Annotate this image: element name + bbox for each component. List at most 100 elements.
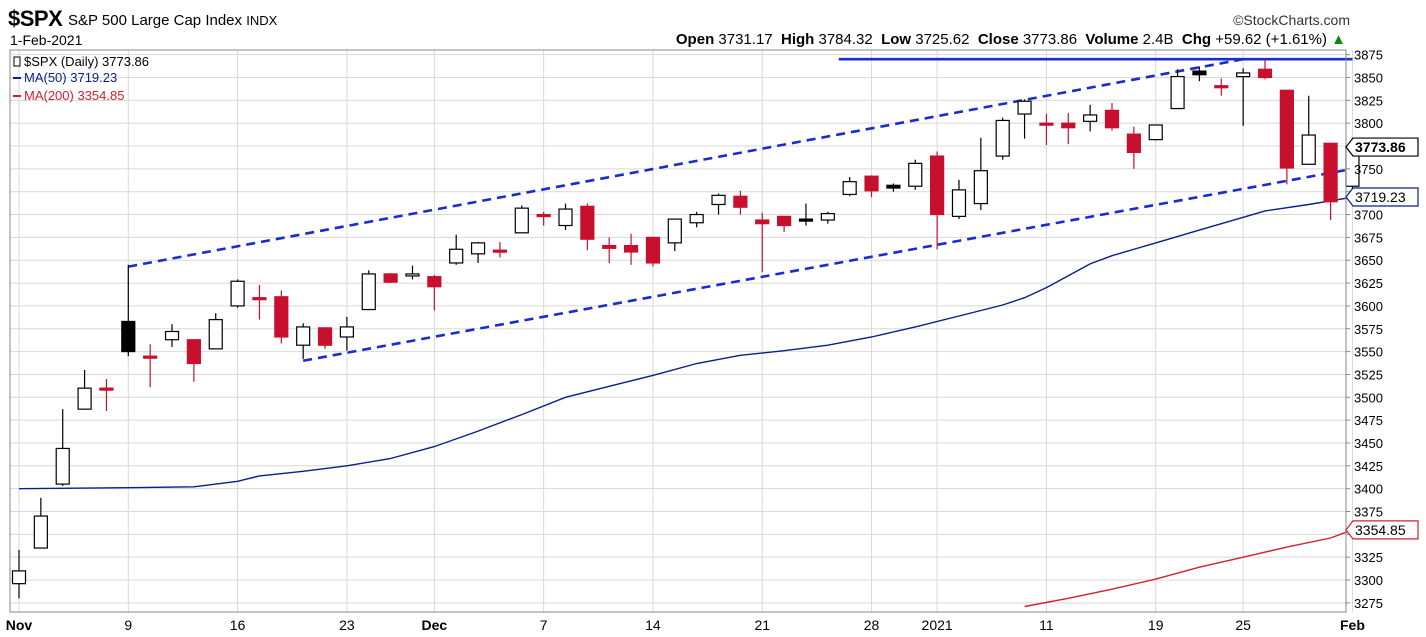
x-tick-label: 14 (645, 617, 661, 633)
candle-body (865, 176, 878, 191)
candle-body (450, 249, 463, 263)
candle (974, 138, 987, 210)
candle (712, 194, 725, 215)
candle (56, 409, 69, 486)
candle (362, 270, 375, 309)
candle-body (34, 516, 47, 548)
candle (450, 235, 463, 265)
x-tick-label: Feb (1340, 617, 1365, 633)
candle-body (472, 243, 485, 254)
candle-body (996, 120, 1009, 156)
candle (1259, 58, 1272, 79)
candle-body (1215, 86, 1228, 88)
candle-body (712, 195, 725, 204)
candle-body (362, 274, 375, 310)
candle (515, 205, 528, 232)
candle-body (231, 281, 244, 306)
candle-body (559, 209, 572, 225)
price-labels: 3773.863719.233354.85 (1346, 138, 1418, 539)
y-tick-label: 3700 (1354, 208, 1383, 223)
x-tick-label: Nov (6, 617, 33, 633)
candle (1280, 90, 1293, 184)
candle (1040, 114, 1053, 145)
x-tick-label: 11 (1039, 617, 1054, 633)
candle (952, 180, 965, 219)
y-tick-label: 3675 (1354, 230, 1383, 245)
candle-body (1062, 123, 1075, 128)
candle-body (1106, 110, 1119, 127)
candle (581, 204, 594, 251)
legend-main-swatch (14, 57, 20, 66)
candle (603, 237, 616, 263)
candle (319, 328, 332, 349)
candle (1324, 143, 1337, 220)
candle-body (668, 219, 681, 243)
candle (909, 160, 922, 190)
candle-body (209, 320, 222, 349)
candle-body (625, 246, 638, 252)
candle (144, 344, 157, 387)
legend-ma200: MA(200) 3354.85 (24, 88, 124, 103)
y-tick-label: 3750 (1354, 162, 1383, 177)
y-tick-label: 3325 (1354, 550, 1383, 565)
candle (690, 212, 703, 228)
y-tick-label: 3375 (1354, 504, 1383, 519)
candle (821, 212, 834, 224)
candle-body (406, 274, 419, 276)
candle (1171, 69, 1184, 108)
candle (559, 204, 572, 230)
x-tick-label: 28 (864, 617, 880, 633)
y-tick-label: 3575 (1354, 322, 1383, 337)
candle-body (887, 185, 900, 188)
candle (1149, 125, 1162, 141)
candle (384, 273, 397, 283)
candle-body (275, 297, 288, 337)
candle-body (78, 388, 91, 409)
price-tag-label: 3719.23 (1355, 189, 1406, 205)
candle-body (384, 274, 397, 282)
candle (668, 219, 681, 251)
candle (297, 323, 310, 359)
ma200-line (1025, 530, 1353, 607)
candle (1215, 78, 1228, 95)
x-tick-label: 19 (1148, 617, 1164, 633)
candle (865, 175, 878, 197)
candle-body (319, 328, 332, 345)
x-tick-label: 23 (339, 617, 355, 633)
candle (1084, 105, 1097, 131)
candle-body (799, 219, 812, 221)
candle-body (756, 220, 769, 224)
candle-body (340, 327, 353, 337)
y-tick-label: 3400 (1354, 482, 1383, 497)
candle-body (843, 182, 856, 195)
candle (996, 118, 1009, 160)
candle-body (1018, 101, 1031, 114)
y-tick-label: 3850 (1354, 70, 1383, 85)
y-tick-label: 3875 (1354, 48, 1383, 63)
candle (340, 317, 353, 351)
candle-body (1149, 125, 1162, 140)
candle-body (952, 190, 965, 216)
candle-body (253, 298, 266, 300)
y-tick-label: 3650 (1354, 253, 1383, 268)
moving-averages (19, 197, 1353, 606)
candle (275, 290, 288, 343)
candle-body (144, 356, 157, 358)
candle (843, 177, 856, 196)
candle-body (778, 216, 791, 225)
candle (1106, 103, 1119, 130)
y-tick-label: 3625 (1354, 276, 1383, 291)
candle-body (515, 208, 528, 233)
candle-body (1237, 73, 1250, 77)
candle-body (56, 448, 69, 484)
candle-body (646, 237, 659, 263)
candle-body (100, 388, 113, 390)
candle (537, 212, 550, 226)
candle (931, 151, 944, 249)
candle (1237, 68, 1250, 126)
candle-body (1084, 115, 1097, 121)
candle (428, 275, 441, 311)
candle (887, 183, 900, 191)
candle-body (1171, 77, 1184, 109)
